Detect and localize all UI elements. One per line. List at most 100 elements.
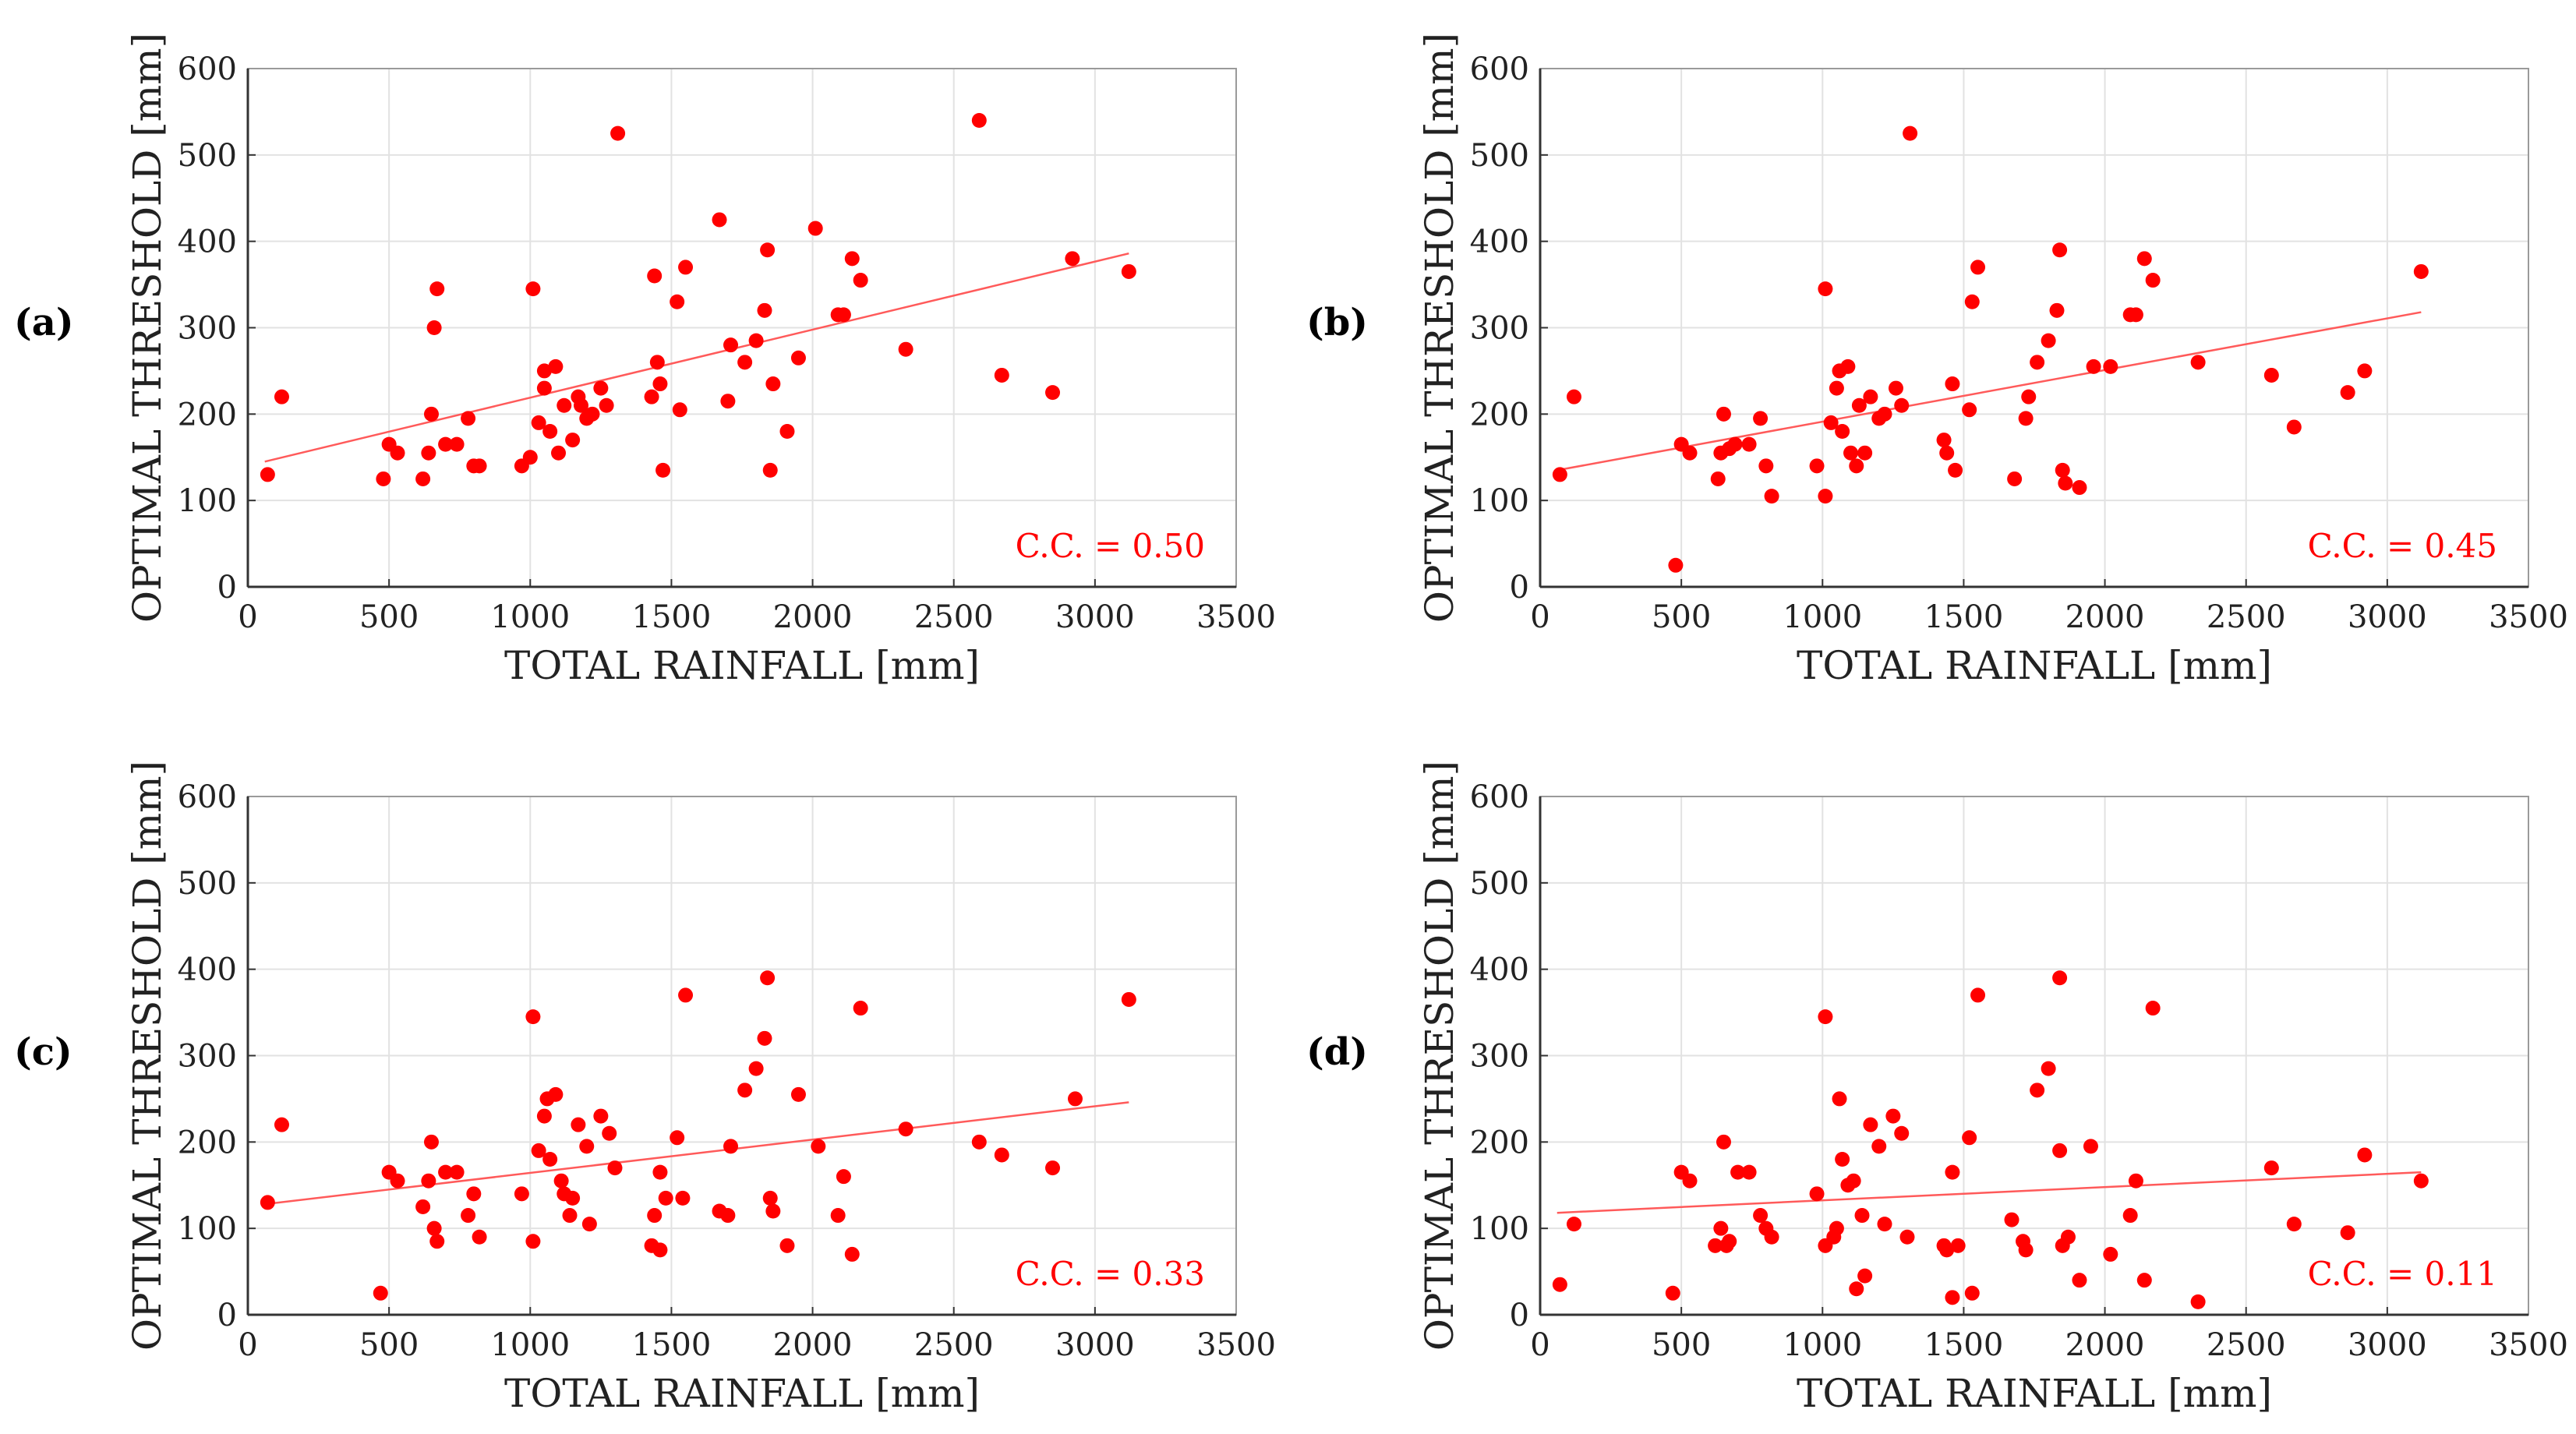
data-point	[1950, 1238, 1966, 1253]
data-point	[565, 1190, 581, 1206]
data-point	[1823, 415, 1839, 430]
y-tick-label: 500	[178, 138, 237, 174]
data-point	[562, 1208, 578, 1224]
y-axis-title: OPTIMAL THRESHOLD [mm]	[1417, 33, 1462, 623]
trend-line	[264, 1101, 1129, 1206]
data-point	[1121, 263, 1136, 279]
data-point	[2286, 419, 2302, 435]
data-point	[1964, 1285, 1980, 1301]
x-tick-label: 2500	[914, 599, 994, 635]
data-point	[1846, 1173, 1861, 1189]
data-point	[762, 1190, 778, 1206]
data-point	[748, 1061, 764, 1076]
data-point	[274, 1117, 289, 1132]
data-point	[2357, 1147, 2373, 1163]
data-point	[2263, 367, 2279, 383]
data-point	[2052, 1143, 2068, 1158]
data-point	[423, 406, 439, 422]
data-point	[1936, 433, 1952, 448]
data-point	[658, 1190, 673, 1206]
data-point	[652, 1242, 668, 1258]
data-point	[790, 1086, 806, 1102]
y-tick-label: 300	[1470, 1039, 1529, 1075]
data-point	[438, 1164, 454, 1180]
data-point	[593, 1108, 609, 1124]
data-point	[853, 273, 868, 288]
x-tick-label: 3500	[2489, 599, 2568, 635]
data-point	[971, 1134, 987, 1150]
data-point	[525, 281, 541, 297]
data-point	[548, 358, 564, 374]
data-point	[557, 397, 572, 413]
data-point	[536, 380, 552, 396]
x-tick-label: 1500	[632, 599, 712, 635]
data-point	[2340, 1225, 2355, 1241]
data-point	[602, 1125, 617, 1141]
data-point	[1566, 389, 1581, 404]
data-point	[994, 367, 1009, 383]
data-point	[376, 471, 391, 486]
y-tick-label: 200	[1470, 397, 1529, 433]
y-tick-label: 600	[1470, 51, 1529, 87]
data-point	[1962, 402, 1977, 418]
data-point	[1741, 436, 1757, 452]
data-point	[585, 406, 600, 422]
data-point	[1863, 1117, 1878, 1132]
data-point	[1871, 1139, 1887, 1154]
data-point	[553, 1173, 569, 1189]
data-point	[1939, 445, 1955, 461]
data-point	[844, 1246, 860, 1262]
y-tick-label: 0	[217, 570, 237, 606]
chart-panel-3: 0 500 1000 1500 2000 2500 3000 3500 0 100 200 300 40…	[125, 761, 1276, 1416]
data-point	[1552, 467, 1567, 482]
x-tick-label: 3000	[2348, 599, 2427, 635]
data-point	[652, 1164, 668, 1180]
y-tick-label: 500	[1470, 866, 1529, 902]
data-point	[373, 1285, 388, 1301]
data-point	[1566, 1217, 1581, 1232]
data-point	[579, 1139, 595, 1154]
data-point	[2103, 1246, 2118, 1262]
x-tick-label: 500	[1652, 599, 1711, 635]
data-point	[1067, 1091, 1083, 1107]
data-point	[1753, 411, 1769, 426]
trend-line	[1557, 1171, 2422, 1214]
x-tick-label: 3500	[1196, 599, 1276, 635]
data-point	[522, 450, 538, 465]
y-tick-label: 500	[178, 866, 237, 902]
data-point	[2103, 358, 2118, 374]
y-tick-label: 600	[1470, 779, 1529, 815]
data-point	[2083, 1139, 2098, 1154]
data-point	[2060, 1229, 2076, 1245]
data-point	[2058, 475, 2073, 491]
data-point	[1716, 406, 1731, 422]
data-point	[2128, 1173, 2143, 1189]
x-tick-label: 3500	[1196, 1327, 1276, 1363]
data-point	[531, 1143, 546, 1158]
x-tick-label: 3500	[2489, 1327, 2568, 1363]
x-tick-label: 2500	[2207, 1327, 2286, 1363]
data-point	[472, 458, 487, 474]
data-point	[1716, 1134, 1731, 1150]
x-tick-label: 2000	[2065, 599, 2145, 635]
data-point	[2145, 1001, 2161, 1016]
correlation-label: C.C. = 0.11	[2308, 1255, 2497, 1293]
data-point	[1045, 385, 1061, 401]
data-point	[2128, 307, 2143, 323]
x-tick-label: 3000	[1055, 599, 1135, 635]
data-point	[670, 1130, 685, 1146]
data-point	[260, 1195, 275, 1210]
y-tick-label: 0	[1510, 570, 1529, 606]
data-point	[898, 1121, 913, 1137]
data-point	[1708, 1238, 1723, 1253]
data-point	[1682, 1173, 1698, 1189]
data-point	[1888, 380, 1903, 396]
data-point	[1849, 458, 1864, 474]
data-point	[542, 1152, 558, 1167]
data-point	[449, 436, 465, 452]
data-point	[599, 397, 614, 413]
x-tick-label: 2000	[773, 599, 853, 635]
data-point	[720, 1208, 736, 1224]
y-tick-label: 200	[178, 1125, 237, 1160]
trend-line	[264, 252, 1129, 463]
